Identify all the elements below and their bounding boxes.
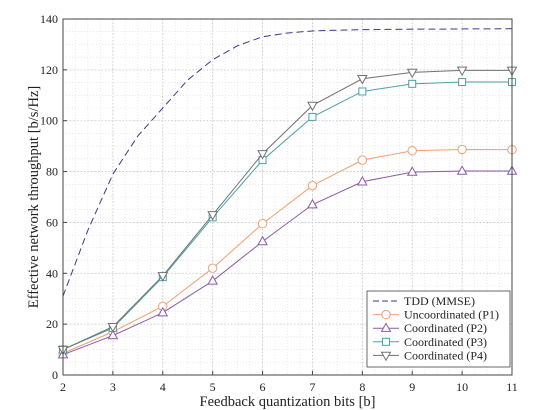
legend-marker — [380, 322, 392, 332]
legend-label: Coordinated (P2) — [404, 321, 487, 335]
data-point — [308, 112, 317, 121]
legend: TDD (MMSE)Uncoordinated (P1)Coordinated … — [366, 290, 511, 368]
legend-marker — [382, 337, 390, 346]
y-tick-label: 40 — [46, 266, 58, 280]
data-point — [207, 275, 219, 285]
data-point — [406, 68, 418, 79]
x-tick-label: 11 — [506, 380, 518, 394]
x-axis-ticks: 2 3 4 5 6 7 8 9 10 11 — [60, 371, 518, 394]
data-point — [307, 180, 318, 191]
legend-item-4: Coordinated (P4) — [373, 348, 487, 362]
data-point — [157, 272, 169, 282]
series-line-3 — [62, 81, 512, 351]
y-tick-label: 140 — [40, 12, 58, 26]
data-point — [257, 150, 268, 160]
legend-label: TDD (MMSE) — [404, 294, 475, 308]
data-point — [457, 144, 467, 155]
series-4 — [57, 66, 518, 356]
x-tick-label: 8 — [359, 380, 365, 394]
y-tick-label: 60 — [46, 215, 58, 229]
x-tick-label: 5 — [210, 380, 216, 394]
data-point — [356, 75, 368, 85]
data-point — [107, 329, 119, 340]
plot-frame — [62, 18, 513, 376]
x-tick-label: 7 — [309, 380, 315, 394]
legend-marker — [381, 309, 391, 320]
x-axis-label: Feedback quantization bits [b] — [200, 394, 376, 410]
data-point — [257, 235, 268, 246]
data-point — [207, 263, 218, 273]
y-tick-label: 100 — [40, 114, 58, 128]
data-point — [408, 79, 417, 88]
y-tick-label: 80 — [46, 165, 58, 179]
legend-label: Coordinated (P4) — [404, 348, 487, 362]
legend-item-0: TDD (MMSE) — [373, 294, 475, 308]
data-point — [257, 219, 268, 229]
x-tick-label: 10 — [456, 380, 468, 394]
minor-grid — [62, 18, 513, 376]
data-point — [358, 87, 367, 96]
series-line-0 — [62, 28, 513, 297]
data-point — [157, 306, 169, 317]
y-tick-label: 20 — [46, 317, 58, 331]
series-line-4 — [62, 69, 512, 351]
y-axis-ticks: 0 20 40 60 80 100 120 140 — [40, 12, 67, 382]
x-tick-label: 6 — [260, 380, 266, 394]
x-tick-label: 4 — [160, 380, 166, 394]
legend-label: Coordinated (P3) — [404, 335, 487, 349]
y-tick-label: 120 — [40, 63, 58, 77]
y-tick-label: 0 — [52, 368, 58, 382]
data-point — [107, 322, 119, 333]
legend-marker — [380, 351, 392, 362]
legend-item-2: Coordinated (P2) — [373, 321, 487, 335]
data-point — [307, 101, 318, 112]
x-tick-label: 2 — [60, 380, 66, 394]
x-tick-label: 9 — [409, 380, 415, 394]
data-point — [456, 66, 468, 77]
legend-label: Uncoordinated (P1) — [404, 308, 499, 322]
legend-item-1: Uncoordinated (P1) — [373, 308, 499, 322]
y-axis-label: Effective network throughput [b/s/Hz] — [26, 86, 42, 308]
data-point — [458, 78, 467, 87]
series-0 — [62, 28, 513, 297]
data-point — [356, 175, 368, 186]
series-2 — [57, 165, 518, 359]
series-line-2 — [62, 170, 512, 356]
legend-box — [366, 290, 511, 368]
series-line-1 — [62, 148, 513, 354]
data-point — [406, 166, 418, 176]
data-point — [407, 146, 417, 156]
x-tick-label: 3 — [110, 380, 116, 394]
data-point — [207, 211, 219, 221]
legend-item-3: Coordinated (P3) — [373, 335, 487, 349]
data-point — [307, 198, 318, 209]
data-point — [456, 165, 468, 175]
data-point — [357, 155, 368, 165]
